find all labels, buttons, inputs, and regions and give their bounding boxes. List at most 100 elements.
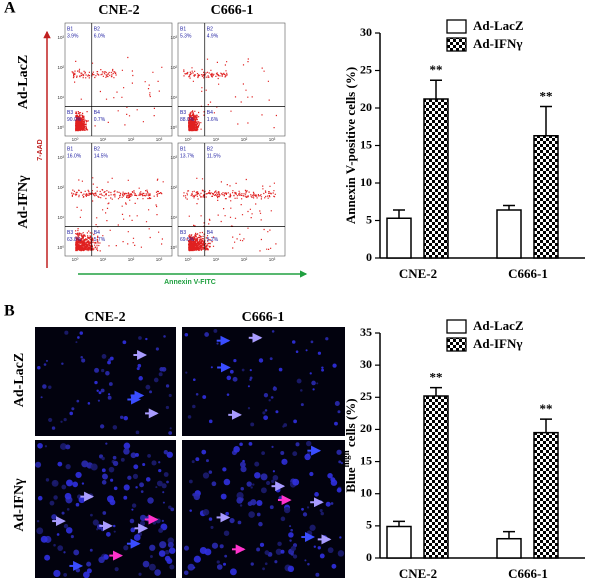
quadrant-value: 14.5%: [94, 153, 109, 159]
nucleus: [195, 393, 199, 396]
nucleus: [313, 545, 316, 548]
legend-swatch: [446, 337, 467, 352]
nucleus: [331, 563, 337, 569]
nucleus: [262, 411, 266, 415]
nucleus: [336, 449, 342, 455]
quadrant-value: 0.7%: [94, 117, 106, 123]
nucleus: [101, 456, 105, 461]
quadrant-value: 6.0%: [94, 33, 106, 39]
nucleus: [170, 507, 175, 512]
nucleus: [258, 521, 263, 527]
nucleus: [264, 562, 268, 566]
nucleus: [233, 446, 240, 453]
nucleus: [268, 399, 271, 402]
nucleus: [36, 527, 44, 535]
nucleus: [210, 366, 213, 369]
quadrant-label: B2: [94, 26, 100, 32]
nucleus: [97, 399, 100, 402]
nucleus: [263, 393, 269, 398]
nucleus: [151, 460, 157, 466]
nucleus: [188, 479, 193, 484]
legend-label: Ad-IFNγ: [473, 336, 522, 351]
nucleus: [304, 559, 307, 562]
flow-x-tick: 10⁰: [72, 137, 79, 142]
nucleus: [43, 363, 47, 366]
nucleus: [307, 562, 310, 566]
nucleus: [154, 569, 161, 576]
nucleus: [306, 506, 310, 509]
nucleus: [52, 480, 57, 485]
nucleus: [60, 420, 63, 423]
nucleus: [337, 410, 341, 414]
y-label-text: Annexin V-positive cells (%): [343, 67, 358, 224]
nucleus: [256, 499, 263, 507]
flow-y-tick: 10³: [170, 155, 177, 160]
nucleus: [184, 333, 189, 337]
nucleus: [37, 366, 41, 370]
nucleus: [94, 367, 100, 373]
nucleus: [316, 382, 319, 385]
nucleus: [158, 461, 161, 464]
nucleus: [130, 527, 136, 533]
nucleus: [99, 424, 105, 429]
nucleus: [164, 549, 170, 555]
nucleus: [193, 566, 196, 569]
nucleus: [280, 516, 286, 522]
y-tick-label: 30: [360, 25, 372, 39]
nucleus: [339, 536, 342, 539]
nucleus: [105, 370, 110, 376]
nucleus: [155, 486, 158, 489]
nucleus: [249, 369, 252, 372]
nucleus: [131, 503, 137, 508]
nucleus: [108, 466, 115, 473]
nucleus: [142, 560, 150, 568]
column-header: C666-1: [242, 310, 285, 325]
nucleus: [140, 490, 144, 493]
nucleus: [37, 442, 43, 449]
nucleus: [226, 375, 232, 381]
quadrant-value: 5.2%: [207, 237, 219, 243]
nucleus: [269, 357, 273, 361]
nucleus: [64, 492, 72, 500]
nucleus: [149, 555, 153, 558]
nucleus: [159, 541, 167, 549]
nucleus: [195, 457, 200, 462]
nucleus: [250, 562, 254, 566]
nucleus: [61, 511, 65, 515]
nucleus: [264, 409, 268, 412]
event-dots: [71, 56, 163, 132]
significance: **: [540, 88, 553, 103]
nucleus: [81, 358, 86, 363]
nucleus: [281, 458, 288, 465]
nucleus: [51, 514, 57, 520]
nucleus: [187, 563, 195, 571]
nucleus: [100, 388, 105, 393]
nucleus: [120, 457, 125, 462]
nucleus: [112, 524, 116, 528]
nucleus: [145, 477, 151, 482]
quadrant-label: B3: [67, 110, 73, 116]
nucleus: [274, 560, 278, 564]
nucleus: [237, 520, 242, 525]
nucleus: [44, 554, 51, 561]
nucleus: [129, 518, 135, 524]
quadrant-value: 13.7%: [180, 153, 195, 159]
flow-x-tick: 10²: [128, 257, 135, 262]
nucleus: [165, 405, 170, 410]
nucleus: [208, 517, 213, 521]
quadrant-label: B2: [207, 146, 213, 152]
nucleus: [163, 472, 169, 477]
nucleus: [113, 486, 118, 491]
y-label-text: Blue: [343, 467, 358, 493]
nucleus: [168, 505, 172, 510]
quadrant-label: B4: [94, 110, 100, 116]
nucleus: [63, 551, 66, 554]
nucleus: [112, 425, 118, 430]
y-tick-label: 15: [360, 137, 372, 151]
nucleus: [166, 557, 173, 564]
nucleus: [110, 478, 114, 482]
nucleus: [123, 495, 128, 500]
x-tick-label: C666-1: [508, 566, 548, 578]
nucleus: [271, 330, 275, 333]
nucleus: [119, 415, 124, 420]
